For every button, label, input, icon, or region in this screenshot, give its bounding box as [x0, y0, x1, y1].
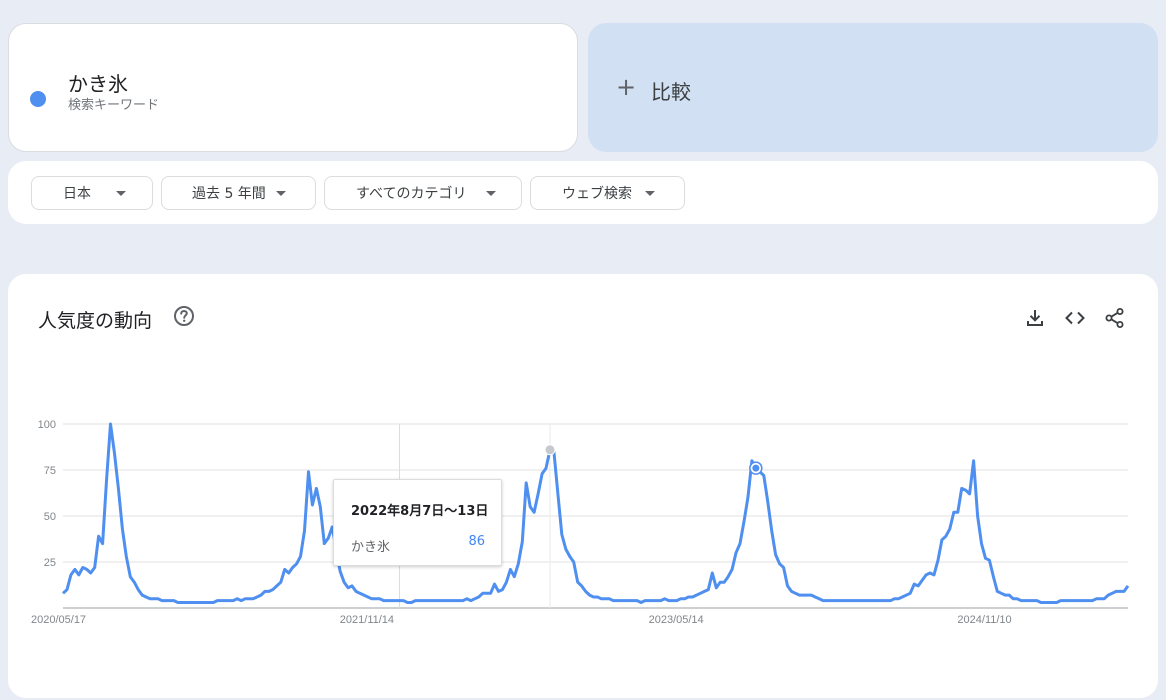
- tooltip-date: 2022年8月7日〜13日: [351, 504, 489, 519]
- series-color-dot: [30, 91, 46, 107]
- share-icon[interactable]: [1104, 307, 1126, 329]
- hover-point: [544, 444, 556, 456]
- dropdown-caret-icon: [116, 191, 126, 196]
- category-filter-dropdown[interactable]: すべてのカテゴリ: [324, 176, 522, 210]
- category-filter-label: すべてのカテゴリ: [356, 186, 467, 202]
- plus-icon: +: [616, 73, 637, 101]
- filter-bar: 日本 過去 5 年間 すべてのカテゴリ ウェブ検索: [8, 161, 1158, 224]
- time-range-filter-dropdown[interactable]: 過去 5 年間: [161, 176, 316, 210]
- region-filter-dropdown[interactable]: 日本: [31, 176, 153, 210]
- search-type-filter-label: ウェブ検索: [562, 186, 632, 202]
- interest-over-time-card: 人気度の動向 100 75 50 25 2020/05/17 2021/11/14 2023…: [8, 274, 1158, 698]
- download-icon[interactable]: [1024, 307, 1046, 329]
- tooltip-value: 86: [468, 534, 485, 549]
- help-icon[interactable]: [173, 305, 195, 327]
- marker-point-inner: [752, 464, 760, 472]
- series-line-kakigori: [61, 422, 1130, 604]
- y-tick-label: 25: [44, 557, 56, 569]
- chart-title: 人気度の動向: [38, 310, 153, 332]
- interest-line-chart[interactable]: 100 75 50 25 2020/05/17 2021/11/14 2023/05/14 2…: [8, 274, 1158, 698]
- region-filter-label: 日本: [63, 186, 91, 202]
- tooltip-term: かき氷: [351, 540, 391, 555]
- x-tick-label: 2020/05/17: [31, 614, 86, 626]
- time-range-filter-label: 過去 5 年間: [192, 186, 266, 202]
- embed-code-icon[interactable]: [1064, 307, 1086, 329]
- dropdown-caret-icon: [276, 191, 286, 196]
- compare-label: 比較: [651, 80, 691, 104]
- search-type-filter-dropdown[interactable]: ウェブ検索: [530, 176, 685, 210]
- compare-button[interactable]: + 比較: [588, 23, 1158, 152]
- dropdown-caret-icon: [486, 191, 496, 196]
- dropdown-caret-icon: [645, 191, 655, 196]
- y-tick-label: 75: [44, 465, 56, 477]
- y-tick-label: 50: [44, 511, 56, 523]
- y-tick-label: 100: [38, 419, 56, 431]
- chart-tooltip: 2022年8月7日〜13日 かき氷 86: [333, 479, 502, 566]
- search-term-name[interactable]: かき氷: [68, 72, 128, 96]
- x-tick-label: 2024/11/10: [957, 614, 1011, 626]
- search-term-card[interactable]: かき氷 検索キーワード: [8, 23, 578, 152]
- x-tick-label: 2023/05/14: [649, 614, 704, 626]
- search-term-type: 検索キーワード: [68, 98, 160, 113]
- x-tick-label: 2021/11/14: [340, 614, 394, 626]
